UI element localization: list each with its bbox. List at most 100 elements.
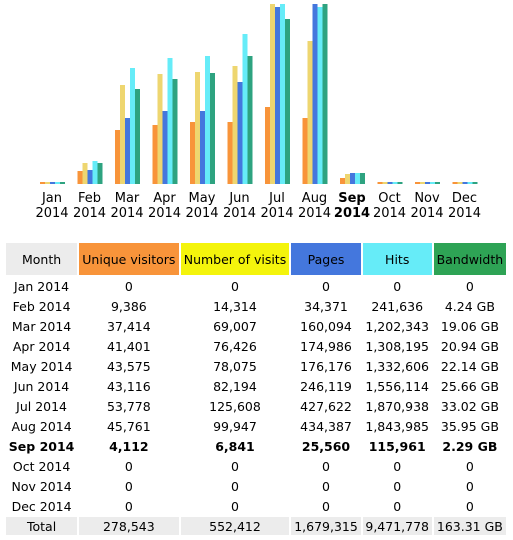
bar-hits-6 [242, 34, 248, 184]
bar-hits-4 [167, 58, 173, 184]
x-tick-label: 2014 [260, 206, 293, 221]
cell-pages: 427,622 [291, 397, 361, 415]
bar-pages-8 [312, 4, 318, 184]
x-tick-label: Aug [302, 191, 327, 206]
cell-month: Dec 2014 [6, 497, 78, 515]
table-row: Mar 2014 37,414 69,007 160,094 1,202,343… [6, 317, 506, 335]
cell-month: Jan 2014 [6, 277, 78, 295]
monthly-stats-table: Month Unique visitors Number of visits P… [4, 241, 508, 537]
cell-unique-visitors: 0 [79, 277, 179, 295]
cell-bandwidth: 0 [433, 277, 506, 295]
x-tick-label: Mar [115, 191, 140, 206]
cell-hits: 0 [362, 497, 432, 515]
x-tick-label: 2014 [410, 206, 443, 221]
bar-pages-10 [387, 182, 393, 184]
cell-pages: 176,176 [291, 357, 361, 375]
cell-pages: 25,560 [291, 437, 361, 455]
bar-number-of-visits-1 [45, 182, 50, 184]
x-tick-label: Apr [153, 191, 176, 206]
cell-month: Nov 2014 [6, 477, 78, 495]
bar-bandwidth-gb-2 [97, 163, 103, 184]
bar-chart-svg: Jan2014Feb2014Mar2014Apr2014May2014Jun20… [35, 4, 481, 221]
bar-unique-visitors-6 [227, 122, 233, 184]
table-row: Apr 2014 41,401 76,426 174,986 1,308,195… [6, 337, 506, 355]
x-tick-label: 2014 [35, 206, 68, 221]
bar-hits-12 [467, 182, 473, 184]
cell-visits: 82,194 [180, 377, 290, 395]
col-header-pages: Pages [291, 243, 361, 275]
cell-bandwidth: 35.95 GB [433, 417, 506, 435]
bar-hits-5 [205, 56, 210, 184]
cell-visits: 0 [180, 457, 290, 475]
cell-pages: 0 [291, 497, 361, 515]
cell-hits: 1,332,606 [362, 357, 432, 375]
cell-visits: 0 [180, 497, 290, 515]
bar-unique-visitors-1 [40, 182, 45, 184]
cell-bandwidth: 19.06 GB [433, 317, 506, 335]
x-tick-label: 2014 [334, 206, 370, 221]
cell-month: Aug 2014 [6, 417, 78, 435]
cell-pages: 160,094 [291, 317, 361, 335]
cell-unique-visitors: 0 [79, 457, 179, 475]
bar-unique-visitors-2 [77, 171, 83, 184]
cell-unique-visitors: 0 [79, 477, 179, 495]
cell-total-visits: 552,412 [180, 517, 290, 535]
cell-unique-visitors: 53,778 [79, 397, 179, 415]
cell-bandwidth: 2.29 GB [433, 437, 506, 455]
cell-bandwidth: 33.02 GB [433, 397, 506, 415]
x-tick-label: 2014 [223, 206, 256, 221]
bar-number-of-visits-12 [457, 182, 463, 184]
bar-bandwidth-gb-8 [322, 4, 328, 184]
bar-bandwidth-gb-11 [435, 182, 440, 184]
bar-bandwidth-gb-10 [397, 182, 403, 184]
cell-unique-visitors: 37,414 [79, 317, 179, 335]
bar-hits-9 [355, 173, 360, 184]
cell-month: Apr 2014 [6, 337, 78, 355]
bar-hits-8 [317, 7, 323, 184]
bar-unique-visitors-7 [265, 107, 270, 184]
cell-hits: 0 [362, 477, 432, 495]
table-row: Aug 2014 45,761 99,947 434,387 1,843,985… [6, 417, 506, 435]
cell-hits: 115,961 [362, 437, 432, 455]
bar-pages-3 [125, 118, 130, 184]
cell-bandwidth: 22.14 GB [433, 357, 506, 375]
bar-number-of-visits-6 [232, 66, 238, 184]
x-tick-label: May [189, 191, 216, 206]
cell-bandwidth: 20.94 GB [433, 337, 506, 355]
cell-hits: 1,556,114 [362, 377, 432, 395]
cell-month: Oct 2014 [6, 457, 78, 475]
x-tick-label: Nov [414, 191, 440, 206]
col-header-hits: Hits [362, 243, 432, 275]
x-tick-label: Jan [41, 191, 62, 206]
bar-number-of-visits-5 [195, 72, 200, 184]
col-header-month: Month [6, 243, 78, 275]
x-tick-label: Jul [268, 191, 285, 206]
bar-pages-7 [275, 7, 280, 184]
cell-bandwidth: 0 [433, 457, 506, 475]
bar-bandwidth-gb-7 [285, 19, 290, 184]
col-header-visits: Number of visits [180, 243, 290, 275]
cell-total-label: Total [6, 517, 78, 535]
x-tick-label: 2014 [448, 206, 481, 221]
cell-bandwidth: 0 [433, 477, 506, 495]
table-row: May 2014 43,575 78,075 176,176 1,332,606… [6, 357, 506, 375]
bar-unique-visitors-11 [415, 182, 420, 184]
cell-visits: 0 [180, 477, 290, 495]
cell-hits: 241,636 [362, 297, 432, 315]
cell-hits: 1,308,195 [362, 337, 432, 355]
x-tick-label: Jun [228, 191, 249, 206]
x-tick-label: 2014 [73, 206, 106, 221]
table-row: Jan 2014 0 0 0 0 0 [6, 277, 506, 295]
bar-pages-2 [87, 170, 93, 184]
cell-unique-visitors: 45,761 [79, 417, 179, 435]
cell-month: Jun 2014 [6, 377, 78, 395]
table-row: Feb 2014 9,386 14,314 34,371 241,636 4.2… [6, 297, 506, 315]
bar-unique-visitors-8 [302, 118, 308, 184]
cell-hits: 1,843,985 [362, 417, 432, 435]
cell-month: Sep 2014 [6, 437, 78, 455]
bar-number-of-visits-8 [307, 41, 313, 184]
bar-number-of-visits-3 [120, 85, 125, 184]
cell-pages: 174,986 [291, 337, 361, 355]
bar-pages-1 [50, 182, 55, 184]
cell-visits: 14,314 [180, 297, 290, 315]
